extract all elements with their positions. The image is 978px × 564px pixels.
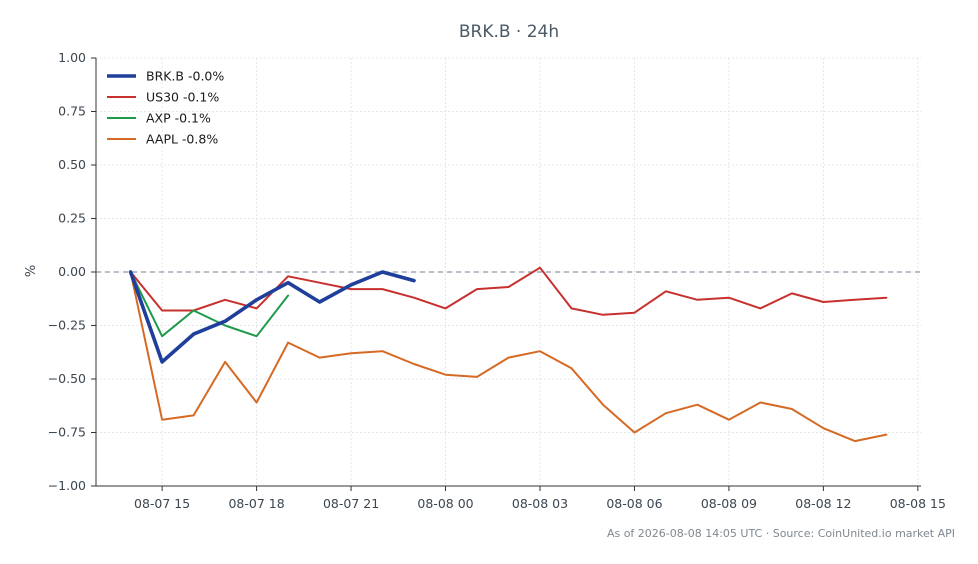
x-tick-label: 08-08 06 [606,496,662,511]
x-tick-label: 08-08 00 [417,496,473,511]
y-tick-label: 1.00 [58,50,86,65]
y-tick-label: 0.75 [58,104,86,119]
grid [96,57,921,487]
legend-label: US30 -0.1% [146,90,219,105]
y-tick-label: 0.50 [58,157,86,172]
legend: BRK.B -0.0% US30 -0.1% AXP -0.1% AAPL -0.8% [107,69,224,147]
x-tick-label: 08-08 09 [701,496,757,511]
chart-title: BRK.B · 24h [459,22,559,42]
x-tick-label: 08-08 15 [890,496,946,511]
y-axis-label: % [24,265,39,277]
legend-label: BRK.B -0.0% [146,69,224,84]
y-tick-label: 0.00 [58,264,86,279]
y-tick-label: −1.00 [48,478,86,493]
series-line-2 [129,271,290,338]
y-tick-label: −0.50 [48,371,86,386]
y-tick-label: 0.25 [58,211,86,226]
x-tick-label: 08-07 18 [228,496,284,511]
y-tick-label: −0.25 [48,318,86,333]
x-tick-label: 08-07 15 [134,496,190,511]
series-lines [128,266,888,443]
legend-label: AAPL -0.8% [146,132,218,147]
x-tick-label: 08-07 21 [323,496,379,511]
legend-label: AXP -0.1% [146,111,211,126]
y-tick-label: −0.75 [48,425,86,440]
footnote: As of 2026-08-08 14:05 UTC · Source: Coi… [607,527,955,540]
series-line-1 [129,266,888,316]
series-line-3 [129,271,888,443]
series-line-0 [128,270,416,364]
x-tick-label: 08-08 12 [795,496,851,511]
axes: 1.00 0.75 0.50 0.25 0.00 −0.25 −0.50 −0.75 −1.00… [48,50,946,511]
x-tick-label: 08-08 03 [512,496,568,511]
